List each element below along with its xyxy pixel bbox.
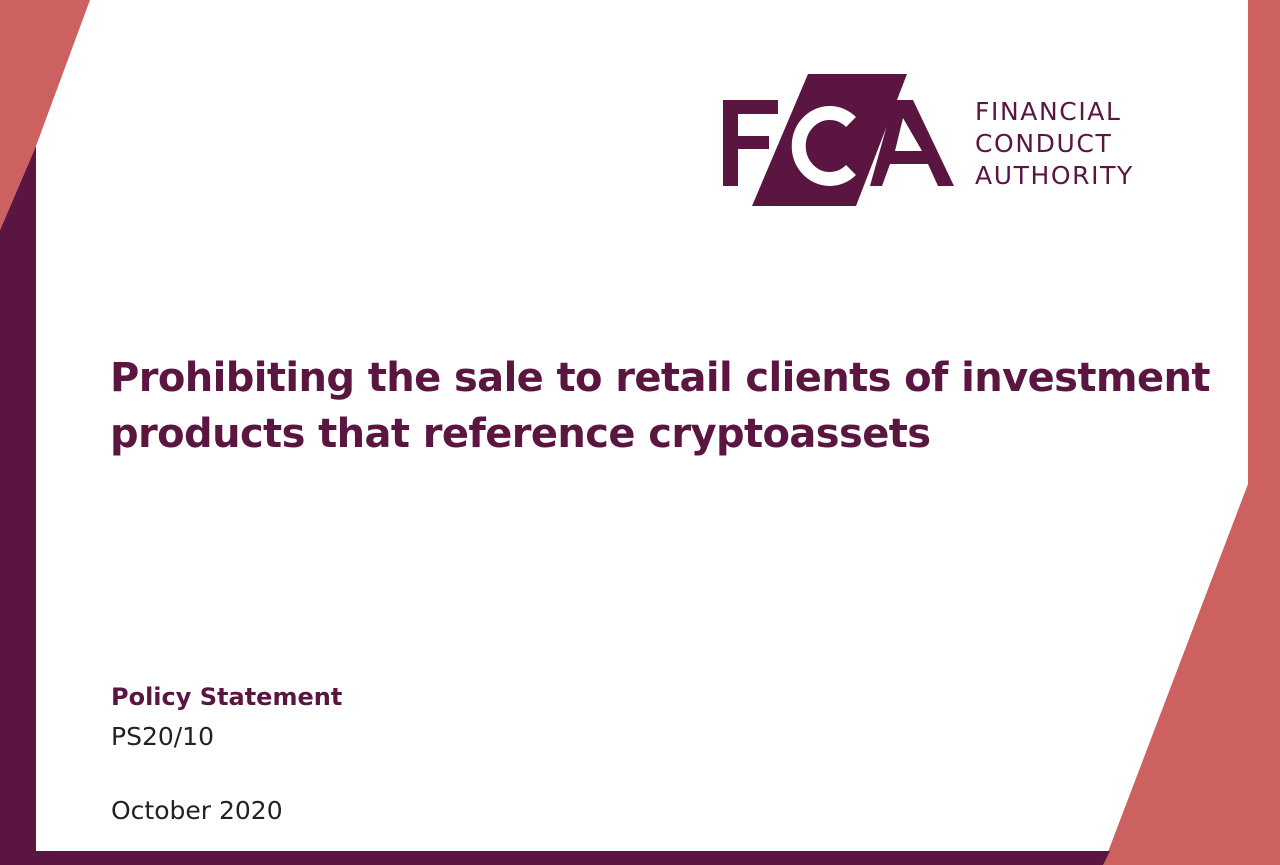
- publication-date: October 2020: [111, 796, 283, 825]
- document-reference: PS20/10: [111, 722, 214, 751]
- logo-f-middle: [723, 136, 769, 149]
- left-plum-band: [0, 146, 36, 865]
- logo-a-counter: [895, 118, 922, 151]
- logo-line-conduct: CONDUCT: [975, 129, 1113, 158]
- document-type: Policy Statement: [111, 683, 343, 711]
- document-title: Prohibiting the sale to retail clients o…: [110, 355, 1211, 457]
- logo-line-financial: FINANCIAL: [975, 97, 1122, 126]
- logo-parallelogram: [752, 74, 907, 206]
- fca-logo-mark: [723, 74, 954, 206]
- logo-line-authority: AUTHORITY: [975, 161, 1134, 190]
- top-left-coral-wedge: [0, 0, 90, 230]
- logo-f-top: [723, 100, 778, 114]
- bottom-plum-band: [0, 851, 1110, 865]
- logo-wordmark: FINANCIAL CONDUCT AUTHORITY: [975, 96, 1134, 192]
- logo-c: [791, 106, 856, 186]
- right-coral-band: [1103, 0, 1280, 865]
- fca-logo: FINANCIAL CONDUCT AUTHORITY: [720, 72, 1160, 212]
